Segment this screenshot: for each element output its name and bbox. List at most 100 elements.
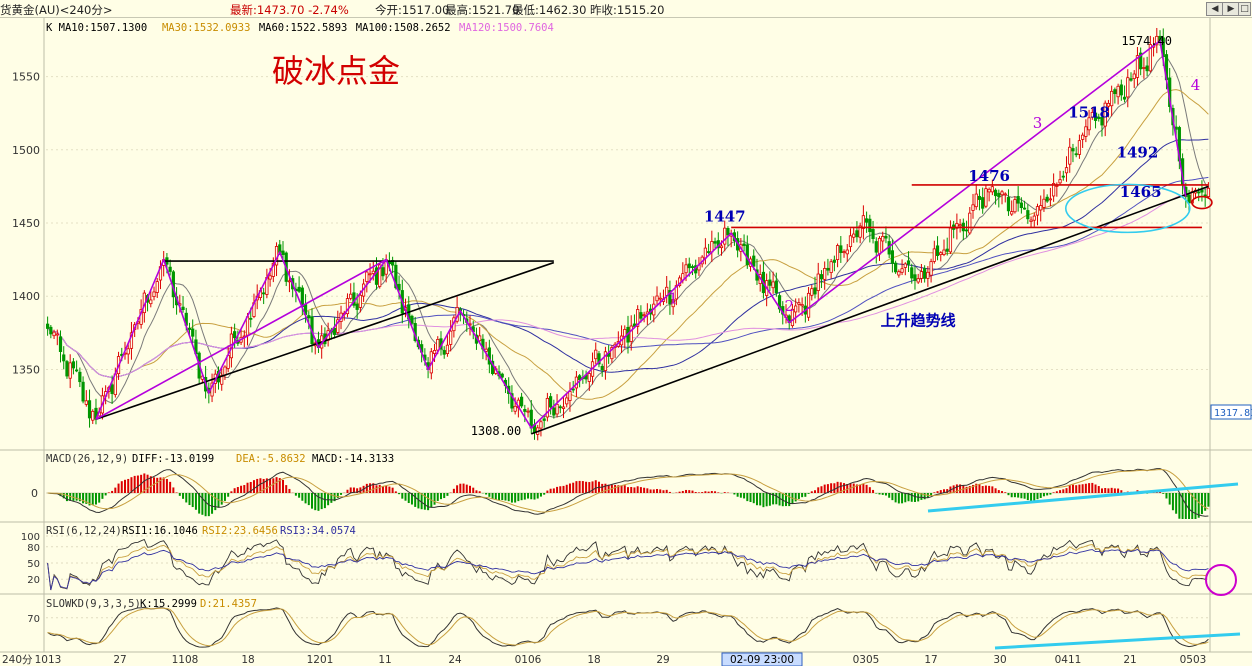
- wave-label: 4: [1191, 76, 1201, 94]
- candle-down: [49, 326, 53, 335]
- x-axis-tick: 30: [993, 654, 1006, 666]
- candle-up: [1064, 167, 1069, 174]
- candle-up: [810, 288, 814, 296]
- candle-up: [271, 262, 275, 277]
- kd-k-line: [47, 606, 1209, 648]
- candle-up: [842, 251, 846, 254]
- candle-down: [1113, 89, 1117, 95]
- period-label: 240分: [2, 654, 33, 666]
- window-icon[interactable]: □: [1238, 2, 1251, 16]
- candle-up: [806, 292, 811, 318]
- candle-up: [55, 333, 59, 336]
- x-axis-tick: 29: [656, 654, 669, 666]
- candle-up: [1039, 205, 1043, 211]
- candle-up: [478, 335, 482, 342]
- candle-down: [871, 228, 875, 240]
- candle-down: [1139, 52, 1143, 70]
- candle-up: [526, 410, 530, 413]
- candle-down: [558, 406, 562, 409]
- candle-down: [523, 409, 527, 412]
- candle-up: [358, 294, 362, 308]
- x-axis-tick: 1201: [307, 654, 334, 666]
- rsi6-line: [47, 538, 1209, 591]
- candle-up: [1116, 85, 1120, 98]
- candle-up: [149, 299, 153, 305]
- candle-up: [1103, 102, 1107, 127]
- candle-down: [668, 290, 672, 305]
- macd-value: MACD:-14.3133: [312, 453, 394, 465]
- candle-up: [371, 270, 375, 274]
- instrument-name: 货黄金(AU)<240分>: [0, 3, 113, 17]
- candle-down: [500, 373, 504, 378]
- candle-up: [987, 188, 991, 193]
- ma-legend-item: MA100:1508.2652: [356, 22, 451, 34]
- candle-down: [707, 251, 711, 253]
- high-price: 最高:1521.70: [445, 3, 520, 17]
- candle-up: [129, 332, 134, 349]
- candle-down: [233, 331, 237, 339]
- candle-up: [858, 225, 862, 238]
- highlight-ellipse: [1064, 183, 1191, 234]
- ma-legend-item: MA60:1522.5893: [259, 22, 348, 34]
- wave-zigzag: [95, 39, 1187, 430]
- candle-down: [865, 218, 869, 223]
- candle-down: [981, 197, 985, 209]
- candle-down: [191, 328, 195, 337]
- candle-up: [568, 391, 572, 401]
- candle-up: [900, 268, 904, 273]
- candle-up: [771, 281, 775, 289]
- candle-down: [819, 274, 824, 280]
- candle-up: [378, 264, 382, 287]
- candle-up: [829, 261, 833, 273]
- candle-up: [587, 373, 591, 382]
- candle-up: [971, 204, 975, 211]
- candle-up: [449, 330, 453, 345]
- candle-down: [510, 393, 514, 409]
- candle-down: [332, 327, 337, 335]
- candle-up: [1077, 140, 1082, 155]
- candle-down: [1119, 84, 1123, 96]
- candle-up: [365, 271, 369, 282]
- candle-up: [1003, 193, 1007, 196]
- candle-up: [1148, 44, 1152, 72]
- candle-down: [1016, 196, 1020, 204]
- candle-up: [636, 309, 640, 327]
- rsi3-value: RSI3:34.0574: [280, 525, 356, 537]
- ma-legend-item: MA30:1532.0933: [162, 22, 251, 34]
- trend-line: [95, 261, 555, 421]
- arrow-left-icon[interactable]: ◀: [1206, 2, 1224, 16]
- candle-up: [823, 268, 827, 280]
- candle-up: [1142, 67, 1146, 69]
- macd-divergence-line: [927, 482, 1239, 513]
- level-label: 1447: [704, 207, 746, 225]
- candle-up: [903, 263, 907, 268]
- chart-title: 破冰点金: [272, 52, 400, 90]
- candle-up: [1206, 187, 1210, 197]
- open-price: 今开:1517.00: [375, 3, 450, 17]
- candle-down: [397, 283, 401, 291]
- candle-down: [1197, 191, 1201, 194]
- x-axis-tick: 0503: [1180, 654, 1207, 666]
- candle-up: [794, 305, 798, 313]
- rsi-oversold-circle: [1205, 564, 1237, 596]
- candle-down: [894, 262, 898, 273]
- candle-down: [552, 407, 556, 416]
- candle-down: [46, 323, 50, 329]
- candle-up: [719, 245, 724, 249]
- candle-up: [565, 397, 569, 405]
- wave-channel-line: [95, 258, 387, 420]
- x-axis-tick: 1108: [172, 654, 199, 666]
- candle-up: [1013, 199, 1017, 213]
- candle-up: [1110, 90, 1114, 107]
- x-axis-cursor-box: [721, 652, 803, 666]
- prev-close-price: 昨收:1515.20: [590, 3, 665, 17]
- candle-up: [800, 304, 804, 307]
- candle-up: [368, 273, 372, 276]
- candle-down: [355, 303, 359, 310]
- candle-down: [884, 235, 888, 239]
- candle-up: [1000, 191, 1004, 196]
- last-price-box: [1210, 404, 1252, 420]
- candle-down: [181, 306, 185, 311]
- candle-down: [1045, 196, 1049, 202]
